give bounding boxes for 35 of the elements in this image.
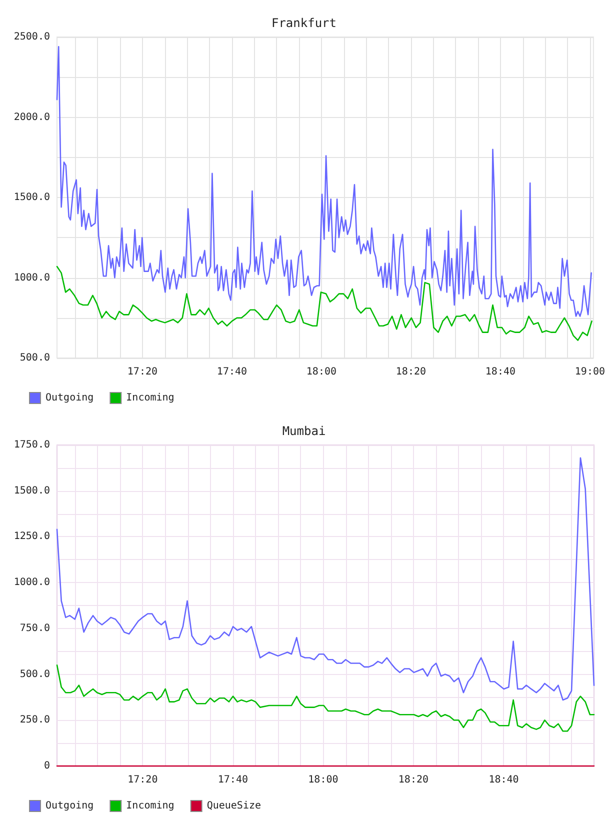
legend-label: Incoming [126,392,174,404]
x-tick-label: 19:00 [574,366,606,378]
y-tick-label: 1000.0 [14,272,50,284]
legend-label: Incoming [126,800,174,812]
y-tick-label: 750.0 [20,622,50,634]
line-series [56,266,592,341]
y-tick-label: 1500.0 [14,485,50,496]
chart-title: Frankfurt [271,16,337,30]
line-series [56,457,595,701]
y-tick-label: 1250.0 [14,531,50,542]
y-tick-label: 1500.0 [14,192,50,203]
legend-label: Outgoing [46,800,94,812]
y-tick-label: 2500.0 [14,32,50,42]
x-tick-label: 17:20 [127,366,158,378]
x-tick-label: 18:00 [306,366,337,378]
line-series [56,46,592,317]
x-tick-label: 18:20 [398,774,429,786]
x-tick-label: 18:40 [485,366,516,378]
y-tick-label: 500.0 [20,668,50,680]
x-tick-label: 17:40 [218,774,248,786]
x-tick-label: 17:20 [128,774,158,786]
y-tick-label: 2000.0 [14,112,50,123]
chart-title: Mumbai [282,424,326,438]
y-tick-label: 250.0 [20,714,50,726]
y-tick-label: 1000.0 [14,577,50,588]
legend-label: Outgoing [46,392,94,404]
y-tick-label: 1750.0 [14,440,50,450]
y-tick-label: 500.0 [20,352,50,364]
x-tick-label: 18:40 [488,774,519,786]
y-tick-label: 0 [44,760,50,772]
x-tick-label: 18:00 [308,774,338,786]
legend-label: QueueSize [206,800,262,812]
x-tick-label: 18:20 [396,366,426,378]
x-tick-label: 17:40 [216,366,248,378]
line-series [56,664,595,732]
